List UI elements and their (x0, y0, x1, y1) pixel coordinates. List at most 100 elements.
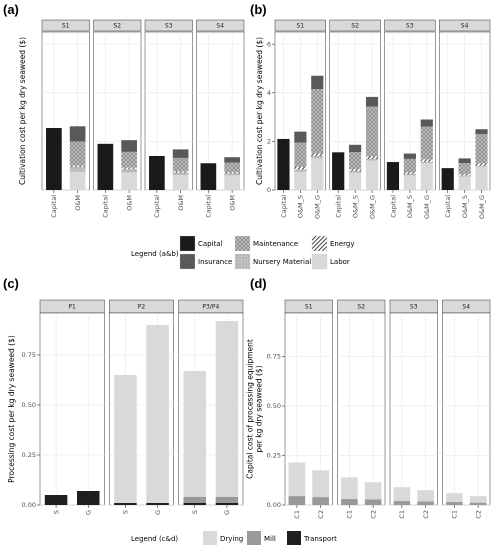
bar-segment-labor (311, 158, 324, 190)
legend-title: Legend (c&d) (131, 535, 178, 543)
bar-c1 (446, 493, 463, 505)
bar-segment-drying (364, 482, 382, 500)
bar-segment-maintenance (224, 162, 240, 173)
facet-strip (274, 19, 326, 32)
bar-segment-nursery-material (172, 172, 189, 175)
bar-segment-energy (224, 172, 240, 174)
bar-segment-mill (469, 502, 487, 505)
bar-segment-capital (277, 138, 290, 190)
bar-segment-mill (183, 497, 207, 503)
legend-label: Maintenance (253, 240, 298, 248)
facet-strip (93, 19, 142, 32)
facet-strip-label: P3/P4 (202, 304, 219, 311)
bar-segment-maintenance (69, 141, 86, 166)
bar-segment-labor (420, 163, 433, 190)
bar-segment-maintenance (475, 134, 488, 164)
bar-segment-energy (311, 153, 324, 156)
bar-segment-drying (114, 375, 137, 503)
facet-strip (196, 19, 245, 32)
bar-c2 (364, 482, 382, 505)
bar-segment-nursery-material (294, 169, 307, 172)
y-axis-title: Capital cost of processing equipmentper … (246, 339, 264, 479)
bar-segment-insurance (311, 75, 324, 90)
x-tick-label: C1 (346, 510, 354, 519)
bar-segment-transport (44, 495, 68, 505)
bar-segment-drying (469, 496, 487, 503)
legend-key-capital (179, 235, 196, 252)
facet-strip (329, 19, 381, 32)
bar-c2 (417, 490, 434, 505)
bar-segment-mill (215, 497, 239, 503)
bar-segment-maintenance (458, 163, 471, 174)
bar-segment-drying (446, 493, 463, 503)
bar-segment-maintenance (172, 157, 189, 172)
x-tick-label: S (122, 510, 130, 514)
x-tick-label: S (52, 510, 60, 514)
facet-s4: S4 Capital O&M_S O&M_G (439, 19, 491, 219)
x-tick-label: O&M_S (351, 195, 359, 218)
bar-segment-mill (288, 496, 306, 505)
bar-segment-energy (365, 156, 379, 159)
facet-strip-label: S1 (297, 23, 305, 30)
facet-s3: S3 Capital O&M (144, 19, 193, 218)
bar-o-m-s (349, 144, 362, 190)
bar-o-m-g (420, 119, 433, 190)
bar-segment-insurance (294, 131, 307, 143)
facet-s4: S4 Capital O&M (196, 19, 245, 218)
bar-segment-drying (417, 490, 434, 502)
bar-segment-insurance (224, 157, 240, 163)
x-tick-label: C1 (398, 510, 406, 519)
bar-segment-maintenance (349, 152, 362, 170)
facet-s1: S1 Capital O&M (41, 19, 90, 218)
bar-segment-insurance (121, 140, 137, 152)
y-tick-label: 0.00 (267, 501, 281, 509)
x-tick-label: Capital (205, 195, 213, 218)
facet-strip-label: S3 (406, 23, 414, 30)
bar-segment-maintenance (365, 106, 379, 157)
bar-segment-labor (172, 174, 189, 190)
legend-label: Labor (330, 258, 350, 266)
bar-segment-drying (215, 321, 239, 497)
bar-segment-insurance (69, 126, 86, 142)
bar-s (44, 495, 68, 505)
legend-ab: Legend (a&b) Capital Maintenance Energy Insu… (131, 235, 355, 270)
bar-segment-energy (121, 167, 137, 169)
x-tick-label: O&M (74, 195, 82, 211)
legend-label: Drying (220, 535, 243, 543)
facet-p2: P2 S G (109, 299, 174, 515)
legend-key-insurance (179, 253, 196, 270)
panel-label-d: (d) (250, 276, 267, 291)
bar-s (183, 371, 207, 505)
bar-g (215, 321, 239, 505)
y-tick-label: 0.25 (267, 452, 281, 460)
facet-s3: S3 Capital O&M_S O&M_G (384, 19, 436, 219)
y-tick-label: 0.00 (22, 501, 36, 509)
legend-label: Insurance (198, 258, 232, 266)
bar-segment-capital (97, 143, 114, 190)
bar-segment-labor (349, 172, 362, 190)
legend-cd: Legend (c&d) Drying Mill Transport (131, 531, 337, 545)
bar-segment-drying (393, 487, 411, 502)
bar-segment-maintenance (311, 89, 324, 154)
bar-capital (46, 128, 62, 190)
bar-segment-labor (403, 175, 416, 190)
bar-capital (277, 138, 290, 190)
x-tick-label: C1 (293, 510, 301, 519)
bar-segment-energy (69, 165, 86, 167)
facet-background (337, 312, 386, 506)
facet-strip-label: S2 (351, 23, 359, 30)
y-tick-label: 2 (267, 138, 271, 146)
facet-background (39, 312, 105, 506)
bar-c2 (469, 496, 487, 505)
bar-segment-mill (312, 497, 329, 505)
x-tick-label: C2 (422, 510, 430, 519)
bar-segment-nursery-material (420, 161, 433, 164)
bar-segment-nursery-material (403, 173, 416, 176)
y-tick-label: 0.75 (22, 351, 36, 359)
bar-o-m-s (403, 153, 416, 190)
x-tick-label: O&M_G (314, 195, 322, 219)
bar-segment-capital (441, 168, 454, 190)
bar-segment-maintenance (121, 151, 137, 168)
x-tick-label: C2 (317, 510, 325, 519)
x-tick-label: Capital (50, 195, 58, 218)
